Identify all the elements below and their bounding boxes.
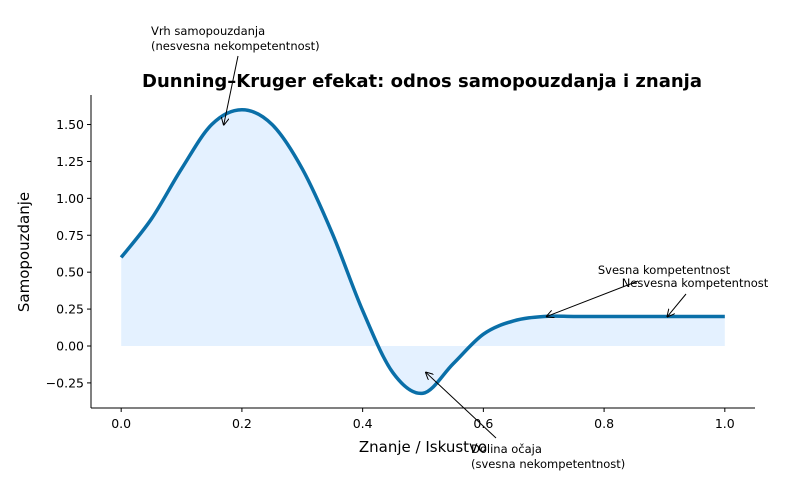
annotation-label: Svesna kompetentnost xyxy=(598,263,731,277)
annotation-label: Vrh samopouzdanja xyxy=(151,24,265,38)
y-tick-label: 0.25 xyxy=(56,302,84,317)
y-tick-label: −0.25 xyxy=(46,375,84,390)
x-tick-label: 0.0 xyxy=(111,416,131,431)
y-axis-label: Samopouzdanje xyxy=(15,192,33,312)
area-fill xyxy=(121,109,725,394)
annotation-valley: Dolina očaja(svesna nekompetentnost) xyxy=(426,373,625,471)
annotations: Vrh samopouzdanja(nesvesna nekompetentno… xyxy=(151,24,769,471)
y-tick-label: 0.50 xyxy=(56,265,84,280)
y-tick-label: 0.00 xyxy=(56,338,84,353)
x-tick-label: 1.0 xyxy=(715,416,735,431)
annotation-arrow xyxy=(224,55,239,125)
y-tick-label: 1.25 xyxy=(56,154,84,169)
x-tick-label: 0.4 xyxy=(353,416,373,431)
x-tick-label: 0.2 xyxy=(232,416,252,431)
annotation-label: Dolina očaja xyxy=(471,442,542,456)
annotation-arrow xyxy=(426,373,497,439)
annotation-label: Nesvesna kompetentnost xyxy=(622,276,769,290)
chart-title: Dunning–Kruger efekat: odnos samopouzdan… xyxy=(142,71,702,92)
x-axis-ticks: 0.0 0.2 0.4 0.6 0.8 1.0 xyxy=(111,408,735,431)
x-axis-label: Znanje / Iskustvo xyxy=(359,438,487,456)
y-tick-label: 0.75 xyxy=(56,228,84,243)
annotation-arrow xyxy=(547,280,639,316)
y-axis-ticks: −0.25 0.00 0.25 0.50 0.75 1.00 1.25 1.50 xyxy=(46,117,91,390)
series-line xyxy=(119,108,725,396)
x-tick-label: 0.6 xyxy=(473,416,493,431)
plot-area xyxy=(119,108,725,396)
annotation-peak: Vrh samopouzdanja(nesvesna nekompetentno… xyxy=(151,24,320,125)
annotation-unconscious: Nesvesna kompetentnost xyxy=(622,276,769,316)
annotation-conscious: Svesna kompetentnost xyxy=(547,263,731,316)
y-tick-label: 1.50 xyxy=(56,117,84,132)
x-tick-label: 0.8 xyxy=(594,416,614,431)
annotation-label: (svesna nekompetentnost) xyxy=(471,457,625,471)
annotation-label: (nesvesna nekompetentnost) xyxy=(151,39,320,53)
annotation-arrow xyxy=(667,293,687,316)
y-tick-label: 1.00 xyxy=(56,191,84,206)
